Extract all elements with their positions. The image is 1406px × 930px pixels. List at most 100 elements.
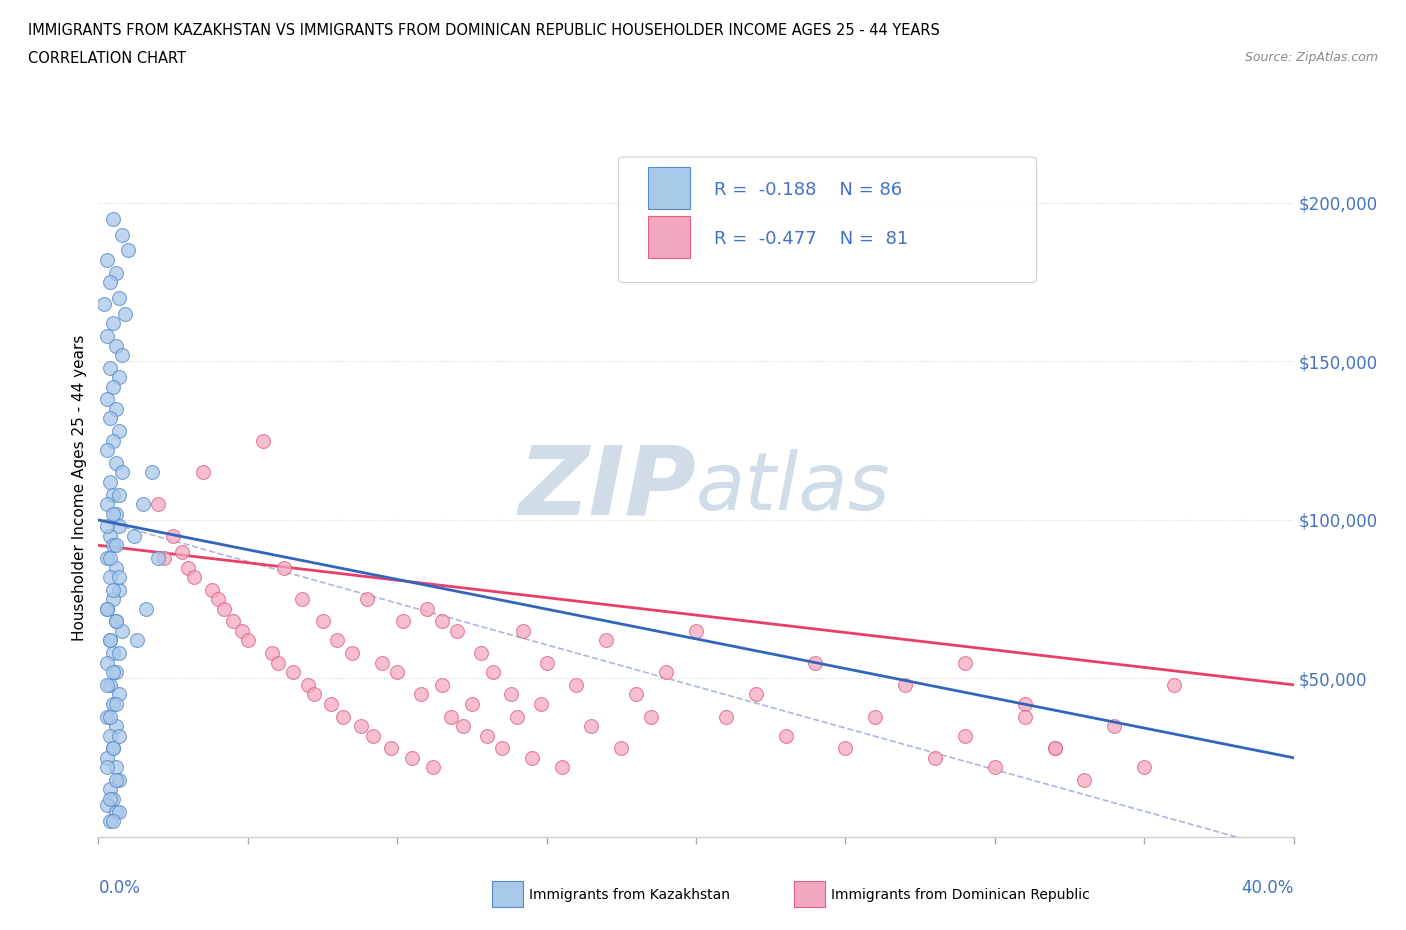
Text: Immigrants from Kazakhstan: Immigrants from Kazakhstan xyxy=(529,887,730,902)
Point xyxy=(865,709,887,724)
Point xyxy=(108,290,131,305)
Point xyxy=(983,760,1005,775)
Point xyxy=(222,614,245,629)
Point xyxy=(475,728,498,743)
Point xyxy=(124,528,146,543)
Point xyxy=(103,433,125,448)
Point xyxy=(148,497,170,512)
Point xyxy=(105,560,128,575)
Point xyxy=(127,633,149,648)
Text: atlas: atlas xyxy=(696,449,891,527)
Point xyxy=(565,677,588,692)
Point xyxy=(506,709,529,724)
Point xyxy=(98,709,122,724)
Point xyxy=(108,582,131,597)
Point xyxy=(96,709,118,724)
Point xyxy=(103,591,125,606)
Point xyxy=(103,582,125,597)
Point xyxy=(103,791,125,806)
Bar xyxy=(648,217,690,259)
Point xyxy=(105,614,128,629)
Point xyxy=(529,697,551,711)
Point xyxy=(96,392,118,407)
Point xyxy=(302,687,325,702)
Point xyxy=(103,211,125,226)
Point xyxy=(103,506,125,521)
Point xyxy=(297,677,319,692)
Point xyxy=(894,677,917,692)
Point xyxy=(105,339,128,353)
Point xyxy=(105,402,128,417)
Point xyxy=(96,519,118,534)
Point xyxy=(98,791,122,806)
Point xyxy=(108,569,131,584)
Point xyxy=(281,665,304,680)
Point xyxy=(111,348,134,363)
Point xyxy=(117,243,139,258)
Point xyxy=(491,741,513,756)
Point xyxy=(96,328,118,343)
Point xyxy=(105,506,128,521)
Point xyxy=(655,665,678,680)
Point xyxy=(172,544,194,559)
Point xyxy=(98,728,122,743)
Point xyxy=(96,677,118,692)
Point xyxy=(924,751,946,765)
Point xyxy=(98,814,122,829)
Point xyxy=(111,623,134,638)
Text: Source: ZipAtlas.com: Source: ZipAtlas.com xyxy=(1244,51,1378,64)
Point xyxy=(273,560,295,575)
Point xyxy=(103,814,125,829)
Point xyxy=(775,728,797,743)
Point xyxy=(461,697,484,711)
Point xyxy=(804,655,827,670)
Text: 40.0%: 40.0% xyxy=(1241,879,1294,897)
Point xyxy=(105,538,128,552)
Point xyxy=(98,782,122,797)
Point xyxy=(207,591,229,606)
Point xyxy=(103,487,125,502)
Point xyxy=(416,602,439,617)
Point xyxy=(96,751,118,765)
Point xyxy=(371,655,394,670)
Point xyxy=(105,697,128,711)
Point xyxy=(380,741,402,756)
Point xyxy=(290,591,312,606)
Point xyxy=(953,655,976,670)
Point xyxy=(1043,741,1066,756)
Point xyxy=(430,677,453,692)
Point xyxy=(96,760,118,775)
FancyBboxPatch shape xyxy=(619,157,1036,283)
Point xyxy=(411,687,433,702)
Point xyxy=(111,227,134,242)
Point xyxy=(1073,773,1095,788)
Point xyxy=(385,665,409,680)
Point xyxy=(105,719,128,734)
Point xyxy=(96,798,118,813)
Text: Immigrants from Dominican Republic: Immigrants from Dominican Republic xyxy=(831,887,1090,902)
Point xyxy=(834,741,856,756)
Point xyxy=(108,370,131,385)
Point xyxy=(96,602,118,617)
Point xyxy=(624,687,647,702)
Point xyxy=(326,633,349,648)
Point xyxy=(103,538,125,552)
Point xyxy=(252,433,274,448)
Point xyxy=(499,687,522,702)
Point xyxy=(105,804,128,819)
Point xyxy=(191,465,214,480)
Point xyxy=(98,569,122,584)
Text: R =  -0.477    N =  81: R = -0.477 N = 81 xyxy=(714,230,908,247)
Point xyxy=(610,741,633,756)
Point xyxy=(212,602,235,617)
Point xyxy=(401,751,423,765)
Point xyxy=(440,709,463,724)
Point xyxy=(392,614,415,629)
Point xyxy=(512,623,534,638)
Point xyxy=(141,465,163,480)
Point xyxy=(231,623,253,638)
Text: R =  -0.188    N = 86: R = -0.188 N = 86 xyxy=(714,180,903,199)
Point xyxy=(98,551,122,565)
Point xyxy=(236,633,259,648)
Point xyxy=(342,645,364,660)
